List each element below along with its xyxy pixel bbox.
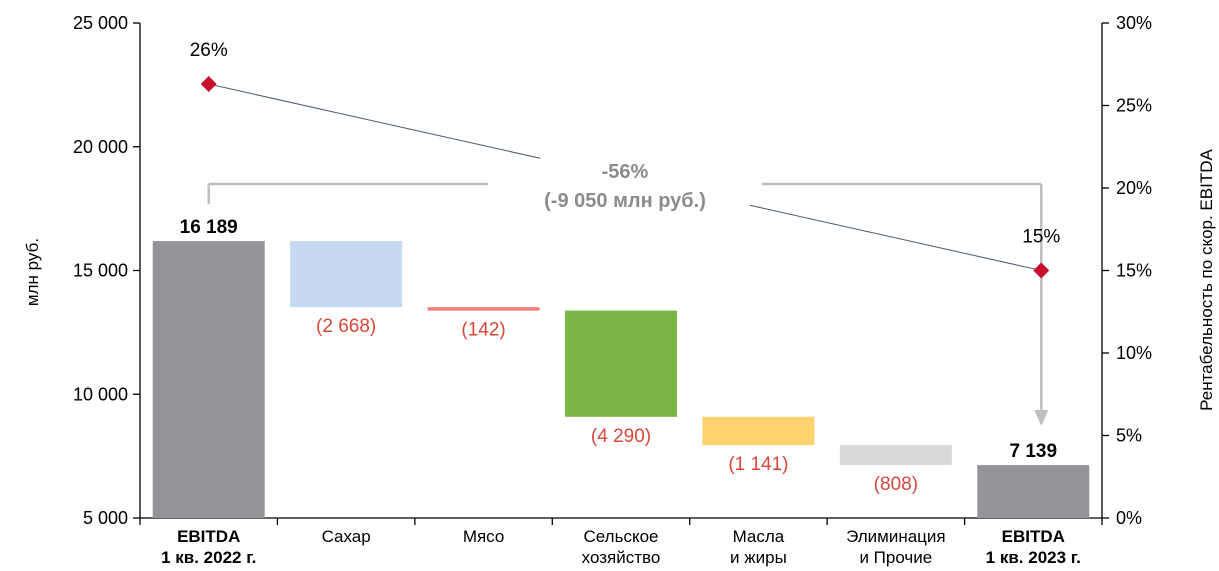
margin-value-label: 26%: [190, 40, 228, 61]
y2-tick-label: 5%: [1116, 426, 1142, 446]
y-tick-label: 20 000: [73, 137, 128, 157]
change-bracket: -56% (-9 050 млн руб.): [207, 161, 1049, 426]
y2-tick-label: 0%: [1116, 508, 1142, 528]
x-category-label: Масла и жиры: [730, 527, 787, 567]
delta-value-label: (142): [461, 320, 505, 341]
bracket-arrowhead: [1034, 410, 1049, 426]
x-category-label: Элиминация и Прочие: [846, 527, 946, 567]
delta-value-label: (1 141): [728, 454, 788, 475]
change-percent-label: -56%: [602, 161, 649, 183]
margin-marker: [1033, 262, 1050, 279]
change-amount-label: (-9 050 млн руб.): [544, 190, 706, 212]
y2-tick-label: 15%: [1116, 261, 1152, 281]
x-category-label: Мясо: [463, 527, 505, 546]
x-category-label: Сельское хозяйство: [582, 527, 661, 567]
delta-bar: [290, 241, 403, 308]
y-tick-label: 25 000: [73, 13, 128, 33]
delta-bar: [702, 416, 815, 446]
y2-tick-label: 30%: [1116, 13, 1152, 33]
delta-value-label: (2 668): [316, 316, 376, 337]
bars-group: [152, 241, 1090, 518]
total-value-label: 16 189: [180, 217, 238, 238]
y-tick-label: 15 000: [73, 261, 128, 281]
delta-bar: [839, 445, 952, 466]
delta-value-label: (808): [874, 474, 918, 495]
x-category-label: Сахар: [322, 527, 371, 546]
margin-value-label: 15%: [1022, 227, 1060, 248]
data-labels-group: 16 189 (2 668) (142) (4 290) (1 141) (808) 7 1…: [180, 217, 1057, 495]
margin-trend-line: [208, 83, 541, 159]
total-bar: [977, 465, 1090, 518]
margin-trend-line: [749, 204, 1042, 271]
y-axis-title: млн руб.: [23, 238, 42, 306]
y-tick-label: 10 000: [73, 384, 128, 404]
y2-tick-label: 10%: [1116, 343, 1152, 363]
y2-tick-label: 20%: [1116, 178, 1152, 198]
y2-tick-label: 25%: [1116, 96, 1152, 116]
margin-trend-group: 26% 15%: [190, 40, 1060, 279]
delta-value-label: (4 290): [591, 426, 651, 447]
total-bar: [152, 241, 265, 518]
margin-marker: [200, 76, 217, 93]
x-category-label: EBITDA 1 кв. 2022 г.: [161, 527, 256, 567]
delta-bar: [427, 307, 540, 311]
y-tick-label: 5 000: [83, 508, 128, 528]
total-value-label: 7 139: [1010, 441, 1058, 462]
y2-axis-title: Рентабельность по скор. EBITDA: [1197, 149, 1216, 411]
delta-bar: [565, 310, 677, 417]
x-category-label: EBITDA 1 кв. 2023 г.: [986, 527, 1081, 567]
